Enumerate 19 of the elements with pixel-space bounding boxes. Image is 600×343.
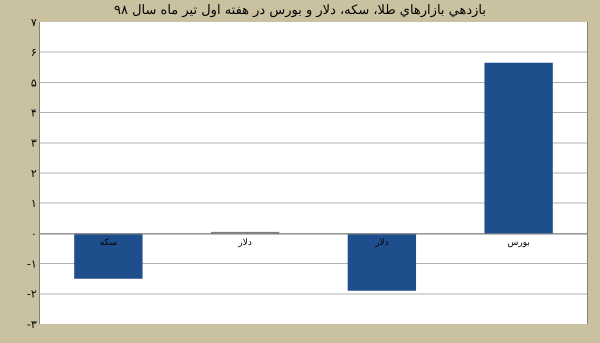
bar — [74, 233, 143, 279]
y-tick-label: -۲ — [26, 288, 37, 301]
y-tick-label: -۳ — [26, 318, 37, 331]
y-tick-label: ۶ — [30, 46, 37, 60]
chart-title: بازدهي بازارهاي طلا، سکه، دلار و بورس در هفته اول تير ماه سال ۹۸ — [114, 3, 486, 18]
y-tick-label: ۳ — [30, 136, 37, 150]
y-tick-label: ۷ — [30, 16, 37, 29]
bar — [348, 233, 416, 291]
x-tick-label: سکه — [100, 238, 118, 248]
y-tick-label: ۱ — [30, 197, 37, 210]
x-tick-label: دلار — [374, 238, 389, 248]
y-tick-label: ۴ — [30, 106, 37, 120]
x-tick-label: دلار — [237, 238, 252, 248]
y-tick-label: ۲ — [30, 166, 37, 180]
y-tick-label: -۱ — [26, 257, 37, 270]
x-tick-label: بورس — [507, 238, 530, 248]
y-tick-label: ۰ — [30, 227, 37, 240]
bar — [484, 62, 553, 234]
y-tick-label: ۵ — [30, 76, 37, 90]
